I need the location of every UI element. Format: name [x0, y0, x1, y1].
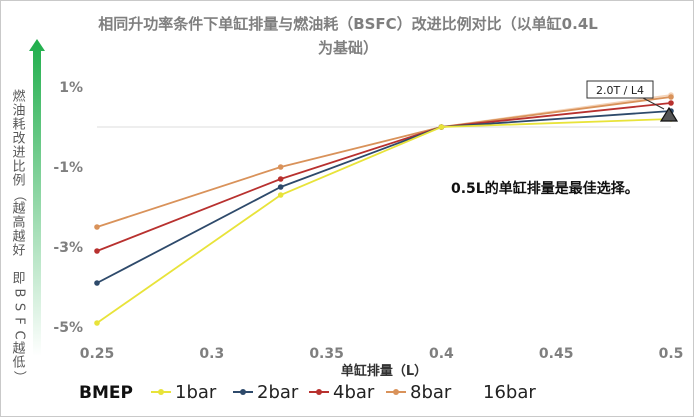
y-axis-label-char: S [12, 303, 27, 311]
y-axis-label-char: C [12, 330, 27, 339]
data-point-4bar [277, 176, 284, 182]
series-line-8bar [96, 96, 672, 228]
y-axis-label-char: 即 [12, 272, 25, 287]
legend-label: 1bar [175, 382, 217, 403]
y-axis-label-char: 越 [12, 202, 25, 217]
callout: 2.0T / L4 [586, 80, 665, 110]
y-axis-label-char: 越 [12, 230, 25, 245]
improvement-arrow-icon [29, 39, 45, 356]
series-4bar [94, 100, 674, 254]
y-tick-labels: 1% -1% -3% -5% [53, 80, 83, 336]
y-tick-label: -3% [53, 240, 83, 256]
data-point-2bar [94, 280, 100, 286]
y-axis-label-char: 燃 [12, 89, 25, 105]
y-axis-label-char: 高 [12, 215, 25, 231]
legend-label: 16bar [483, 382, 536, 403]
y-axis-label-char: B [12, 289, 27, 298]
series-line-4bar [96, 102, 672, 252]
legend-item-1bar: 1bar [151, 382, 217, 403]
y-axis-label-char: 耗 [12, 118, 25, 133]
x-tick-labels: 0.25 0.3 0.35 0.4 0.45 0.5 [80, 346, 684, 362]
legend-swatch-marker [240, 389, 246, 395]
highlight-triangle-marker [659, 106, 679, 122]
x-tick-label: 0.35 [309, 346, 344, 362]
y-axis-label-char: 油 [12, 104, 25, 119]
data-point-4bar [94, 248, 100, 254]
series-line-2bar [96, 110, 672, 284]
x-tick-label: 0.3 [199, 346, 224, 362]
y-tick-label: -1% [53, 160, 83, 176]
y-axis-label-char: （ [12, 188, 27, 201]
data-point-8bar [668, 94, 674, 100]
data-point-8bar [277, 164, 284, 170]
legend-item-8bar: 8bar [386, 382, 452, 403]
data-point-1bar [277, 192, 284, 198]
legend-label: 4bar [333, 382, 375, 403]
legend-item-2bar: 2bar [233, 382, 299, 403]
legend-swatch-marker [393, 389, 399, 395]
callout-pointer [642, 97, 665, 110]
chart-title-line-1: 相同升功率条件下单缸排量与燃油耗（BSFC）改进比例对比（以单缸0.4L [98, 15, 598, 33]
x-tick-label: 0.5 [659, 346, 684, 362]
data-point-1bar [438, 124, 445, 130]
data-point-8bar [94, 224, 100, 230]
y-axis-label-char: 比 [12, 160, 25, 175]
x-tick-label: 0.4 [429, 346, 454, 362]
y-axis-label-char: 越 [12, 342, 25, 357]
x-tick-label: 0.45 [539, 346, 574, 362]
y-tick-label: -5% [53, 320, 83, 336]
legend-swatch-marker [316, 389, 322, 395]
data-point-1bar [94, 320, 100, 326]
series-8bar [94, 94, 674, 230]
data-point-4bar [668, 100, 674, 106]
data-point-2bar [277, 184, 284, 190]
series-lines [94, 92, 674, 326]
y-axis-label-char: 低 [12, 356, 25, 371]
series-2bar [94, 108, 674, 286]
y-axis-label-char: 好 [12, 244, 25, 259]
series-line-1bar [96, 118, 672, 324]
legend-label: 2bar [257, 382, 299, 403]
y-axis-label-char: ） [12, 370, 27, 383]
legend-item-16bar: 16bar [483, 382, 536, 403]
callout-label: 2.0T / L4 [596, 84, 644, 97]
y-axis-label-char: 例 [12, 174, 25, 189]
legend-label: 8bar [410, 382, 452, 403]
chart-title-line-2: 为基础） [318, 39, 378, 57]
x-axis-title: 单缸排量（L） [341, 363, 427, 379]
best-choice-annotation: 0.5L的单缸排量是最佳选择。 [451, 180, 639, 197]
x-tick-label: 0.25 [80, 346, 115, 362]
y-tick-label: 1% [59, 80, 83, 96]
series-1bar [94, 116, 674, 326]
y-axis-label-char: 改 [12, 132, 25, 147]
y-axis-label-char: F [12, 317, 27, 324]
legend: 1bar 2bar 4bar 8bar 16bar [151, 382, 536, 403]
legend-item-4bar: 4bar [309, 382, 375, 403]
y-axis-label-char: 进 [12, 146, 25, 161]
legend-title: BMEP [79, 383, 133, 403]
callout-box [586, 80, 654, 99]
legend-swatch-marker [158, 389, 164, 395]
